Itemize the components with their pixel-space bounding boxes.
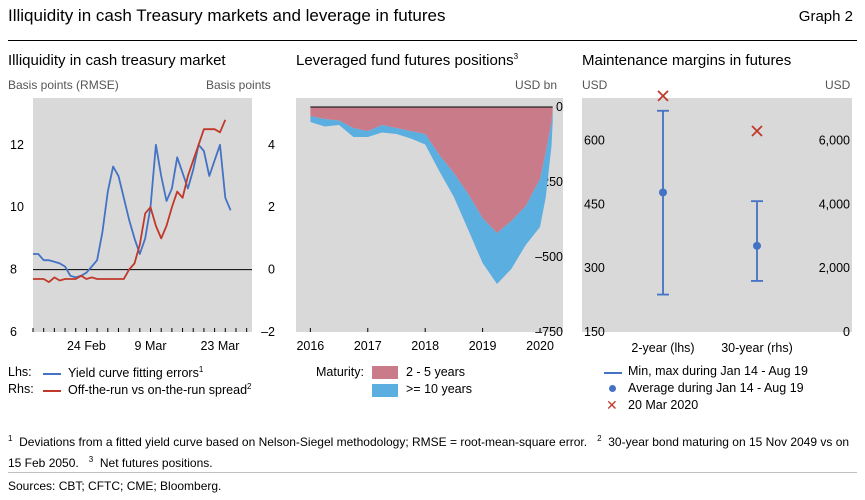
cross-marker-2y bbox=[657, 90, 669, 102]
panel1-title: Illiquidity in cash treasury market bbox=[8, 52, 226, 69]
panel3-category-30y: 30-year (rhs) bbox=[721, 341, 793, 355]
legend-cross-icon: ✕ bbox=[606, 397, 618, 413]
panel3-title: Maintenance margins in futures bbox=[582, 52, 792, 69]
panel1-right-unit: Basis points bbox=[206, 78, 271, 92]
footnote-3-mark: 3 bbox=[88, 455, 94, 464]
panel2-y-tick-0: 0 bbox=[556, 100, 563, 114]
footnote-rule bbox=[8, 472, 857, 473]
legend-blue-text: Yield curve fitting errors bbox=[68, 366, 199, 381]
panel1-x-tick-1: 9 Mar bbox=[135, 339, 167, 353]
legend-pink-swatch bbox=[372, 366, 398, 379]
panel1-left-tick-2: 8 bbox=[10, 263, 17, 277]
panel1-legend-lhs: Lhs: bbox=[8, 365, 32, 379]
legend-lhs-prefix: Lhs: bbox=[8, 365, 32, 379]
panel3-right-tick-2: 2,000 bbox=[819, 261, 850, 275]
panel3-left-tick-2: 300 bbox=[584, 261, 605, 275]
panel1-left-unit: Basis points (RMSE) bbox=[8, 78, 119, 92]
panel1-left-tick-3: 6 bbox=[10, 325, 17, 339]
panel1-x-tick-0: 24 Feb bbox=[67, 339, 106, 353]
legend-lightblue-label: >= 10 years bbox=[406, 382, 473, 396]
page-title: Illiquidity in cash Treasury markets and… bbox=[8, 6, 446, 25]
legend-range-line-swatch bbox=[604, 372, 622, 374]
cross-marker-30y bbox=[751, 125, 763, 137]
average-dot-30y bbox=[753, 241, 761, 250]
panel2-x-tick-1: 2017 bbox=[354, 339, 382, 353]
panel1-left-tick-0: 12 bbox=[10, 138, 24, 152]
legend-red-text: Off-the-run vs on-the-run spread bbox=[68, 383, 248, 398]
legend-pink-label: 2 - 5 years bbox=[406, 365, 466, 379]
panel2-x-tick-3: 2019 bbox=[469, 339, 497, 353]
panel3-right-tick-3: 0 bbox=[843, 325, 850, 339]
panel2-x-tick-2: 2018 bbox=[411, 339, 439, 353]
panel2-legend-prefix: Maturity: bbox=[316, 365, 364, 379]
panel2-y-tick-2: –500 bbox=[535, 250, 563, 264]
panel3-plot-area bbox=[582, 98, 852, 332]
legend-average-dot-swatch bbox=[609, 385, 616, 392]
series-line-off-on-run-spread bbox=[33, 119, 227, 284]
panel3-right-tick-0: 6,000 bbox=[819, 134, 850, 148]
panel1-right-tick-1: 2 bbox=[268, 200, 275, 214]
footnote-2: 30-year bond maturing on 15 Nov 2049 vs … bbox=[8, 435, 850, 470]
panel1-left-tick-1: 10 bbox=[10, 200, 24, 214]
legend-range-label: Min, max during Jan 14 - Aug 19 bbox=[628, 364, 808, 378]
footnote-1: Deviations from a fitted yield curve bas… bbox=[19, 435, 588, 449]
panel2-x-tick-4: 2020 bbox=[526, 339, 554, 353]
panel3-category-2y: 2-year (lhs) bbox=[631, 341, 694, 355]
legend-red-sup: 2 bbox=[247, 382, 252, 391]
panel1-right-tick-0: 4 bbox=[268, 138, 275, 152]
panel3-left-unit: USD bbox=[582, 78, 608, 92]
footnote-2-mark: 2 bbox=[597, 434, 602, 443]
footnote-3: Net futures positions. bbox=[99, 456, 213, 470]
panel3-right-unit: USD bbox=[825, 78, 851, 92]
panel2-title-text: Leveraged fund futures positions bbox=[296, 52, 514, 69]
footnote-1-mark: 1 bbox=[8, 434, 13, 443]
legend-blue-label: Yield curve fitting errors1 bbox=[68, 365, 203, 380]
panel2-title-sup: 3 bbox=[513, 52, 519, 61]
panel1-plot-area bbox=[33, 98, 252, 332]
graph-label: Graph 2 bbox=[798, 8, 853, 25]
legend-rhs-prefix: Rhs: bbox=[8, 382, 34, 396]
panel2-y-tick-3: –750 bbox=[535, 325, 563, 339]
panel2-x-tick-0: 2016 bbox=[296, 339, 324, 353]
panel3-left-tick-3: 150 bbox=[584, 325, 605, 339]
legend-average-label: Average during Jan 14 - Aug 19 bbox=[628, 381, 804, 395]
panel3-left-tick-0: 600 bbox=[584, 134, 605, 148]
panel1-x-tick-2: 23 Mar bbox=[200, 339, 239, 353]
legend-red-label: Off-the-run vs on-the-run spread2 bbox=[68, 382, 251, 397]
panel1-right-tick-3: –2 bbox=[261, 325, 275, 339]
area-series-2-5-years bbox=[310, 107, 553, 233]
footnotes: 1 Deviations from a fitted yield curve b… bbox=[8, 430, 858, 472]
title-rule bbox=[8, 40, 857, 41]
legend-cross-label: 20 Mar 2020 bbox=[628, 398, 699, 412]
panel1-right-tick-2: 0 bbox=[268, 263, 275, 277]
panel2-title: Leveraged fund futures positions3 bbox=[296, 52, 518, 69]
legend-lightblue-swatch bbox=[372, 384, 398, 397]
panel1-legend-rhs: Rhs: bbox=[8, 382, 34, 396]
legend-red-line-swatch bbox=[43, 390, 61, 392]
legend-blue-sup: 1 bbox=[198, 365, 204, 374]
average-dot-2y bbox=[659, 188, 667, 197]
panel3-right-tick-1: 4,000 bbox=[819, 197, 850, 211]
sources: Sources: CBT; CFTC; CME; Bloomberg. bbox=[8, 479, 222, 493]
legend-blue-line-swatch bbox=[43, 373, 61, 375]
panel2-unit: USD bn bbox=[515, 78, 558, 92]
area-series-10-years bbox=[310, 110, 553, 284]
panel3-left-tick-1: 450 bbox=[584, 197, 605, 211]
